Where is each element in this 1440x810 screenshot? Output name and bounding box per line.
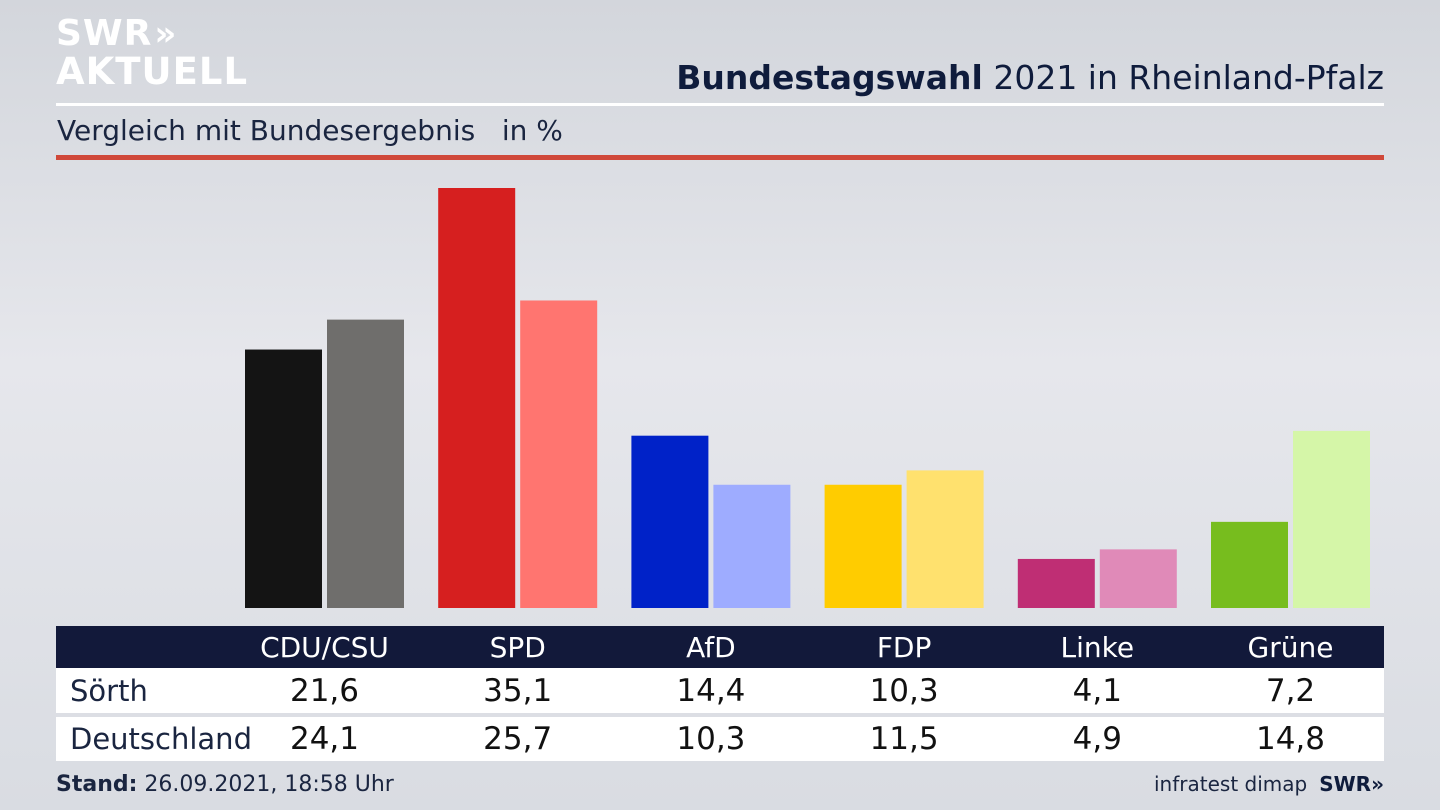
column-header: SPD — [489, 630, 546, 664]
table-row: Deutschland 24,1 25,7 10,3 11,5 4,9 14,8 — [56, 717, 1384, 761]
bar-local-0 — [245, 349, 322, 608]
value-label: 25,7 — [483, 721, 553, 757]
bar-chart — [245, 188, 1370, 608]
row-label: Sörth — [70, 673, 148, 708]
column-header: Linke — [1060, 630, 1135, 664]
value-label: 14,4 — [676, 672, 746, 709]
value-label: 10,3 — [869, 672, 939, 709]
swr-aktuell-logo: SWR» AKTUELL — [56, 13, 249, 93]
title-bold: Bundestagswahl — [676, 58, 983, 97]
bar-national-5 — [1293, 430, 1370, 608]
value-label: 4,9 — [1072, 721, 1122, 757]
bar-local-2 — [631, 435, 709, 608]
value-label: 4,1 — [1072, 672, 1122, 709]
title-rest: 2021 in Rheinland-Pfalz — [982, 58, 1384, 97]
value-label: 11,5 — [869, 721, 939, 757]
value-label: 10,3 — [676, 721, 746, 757]
page-title: Bundestagswahl 2021 in Rheinland-Pfalz — [676, 58, 1384, 97]
column-header: AfD — [686, 630, 736, 664]
bar-national-3 — [906, 470, 984, 608]
logo-swr-text: SWR — [56, 13, 153, 54]
column-header: FDP — [876, 630, 932, 664]
bar-national-2 — [713, 484, 791, 608]
table-header-row: CDU/CSU SPD AfD FDP Linke Grüne — [56, 626, 1384, 668]
timestamp: Stand: 26.09.2021, 18:58 Uhr — [56, 772, 394, 797]
stand-label: Stand: — [56, 772, 138, 797]
bar-local-4 — [1017, 558, 1095, 608]
value-label: 35,1 — [483, 672, 553, 709]
source-credits: infratest dimap SWR» — [1154, 772, 1384, 796]
results-table: CDU/CSU SPD AfD FDP Linke Grüne Sörth 21,6 35,… — [56, 626, 1384, 761]
bar-local-1 — [438, 188, 516, 608]
row-label: Deutschland — [70, 722, 252, 756]
chart-subtitle: Vergleich mit Bundesergebnis in % — [57, 114, 563, 147]
logo-aktuell-text: AKTUELL — [56, 50, 249, 93]
value-label: 14,8 — [1255, 721, 1326, 757]
header-divider — [56, 103, 1384, 106]
column-header: Grüne — [1247, 630, 1334, 664]
column-header: CDU/CSU — [260, 630, 389, 664]
swr-brand-mark: SWR» — [1319, 772, 1384, 796]
bar-local-5 — [1211, 521, 1288, 608]
subtitle-divider — [56, 155, 1384, 160]
bar-national-1 — [520, 300, 598, 608]
source-label: infratest dimap — [1154, 772, 1308, 796]
value-label: 7,2 — [1265, 672, 1316, 709]
bar-local-3 — [824, 484, 902, 608]
table-row: Sörth 21,6 35,1 14,4 10,3 4,1 7,2 — [56, 668, 1384, 713]
bar-national-0 — [327, 319, 404, 608]
stand-value: 26.09.2021, 18:58 Uhr — [137, 772, 394, 797]
value-label: 21,6 — [289, 672, 360, 709]
bar-national-4 — [1099, 549, 1177, 608]
value-label: 24,1 — [289, 721, 360, 757]
